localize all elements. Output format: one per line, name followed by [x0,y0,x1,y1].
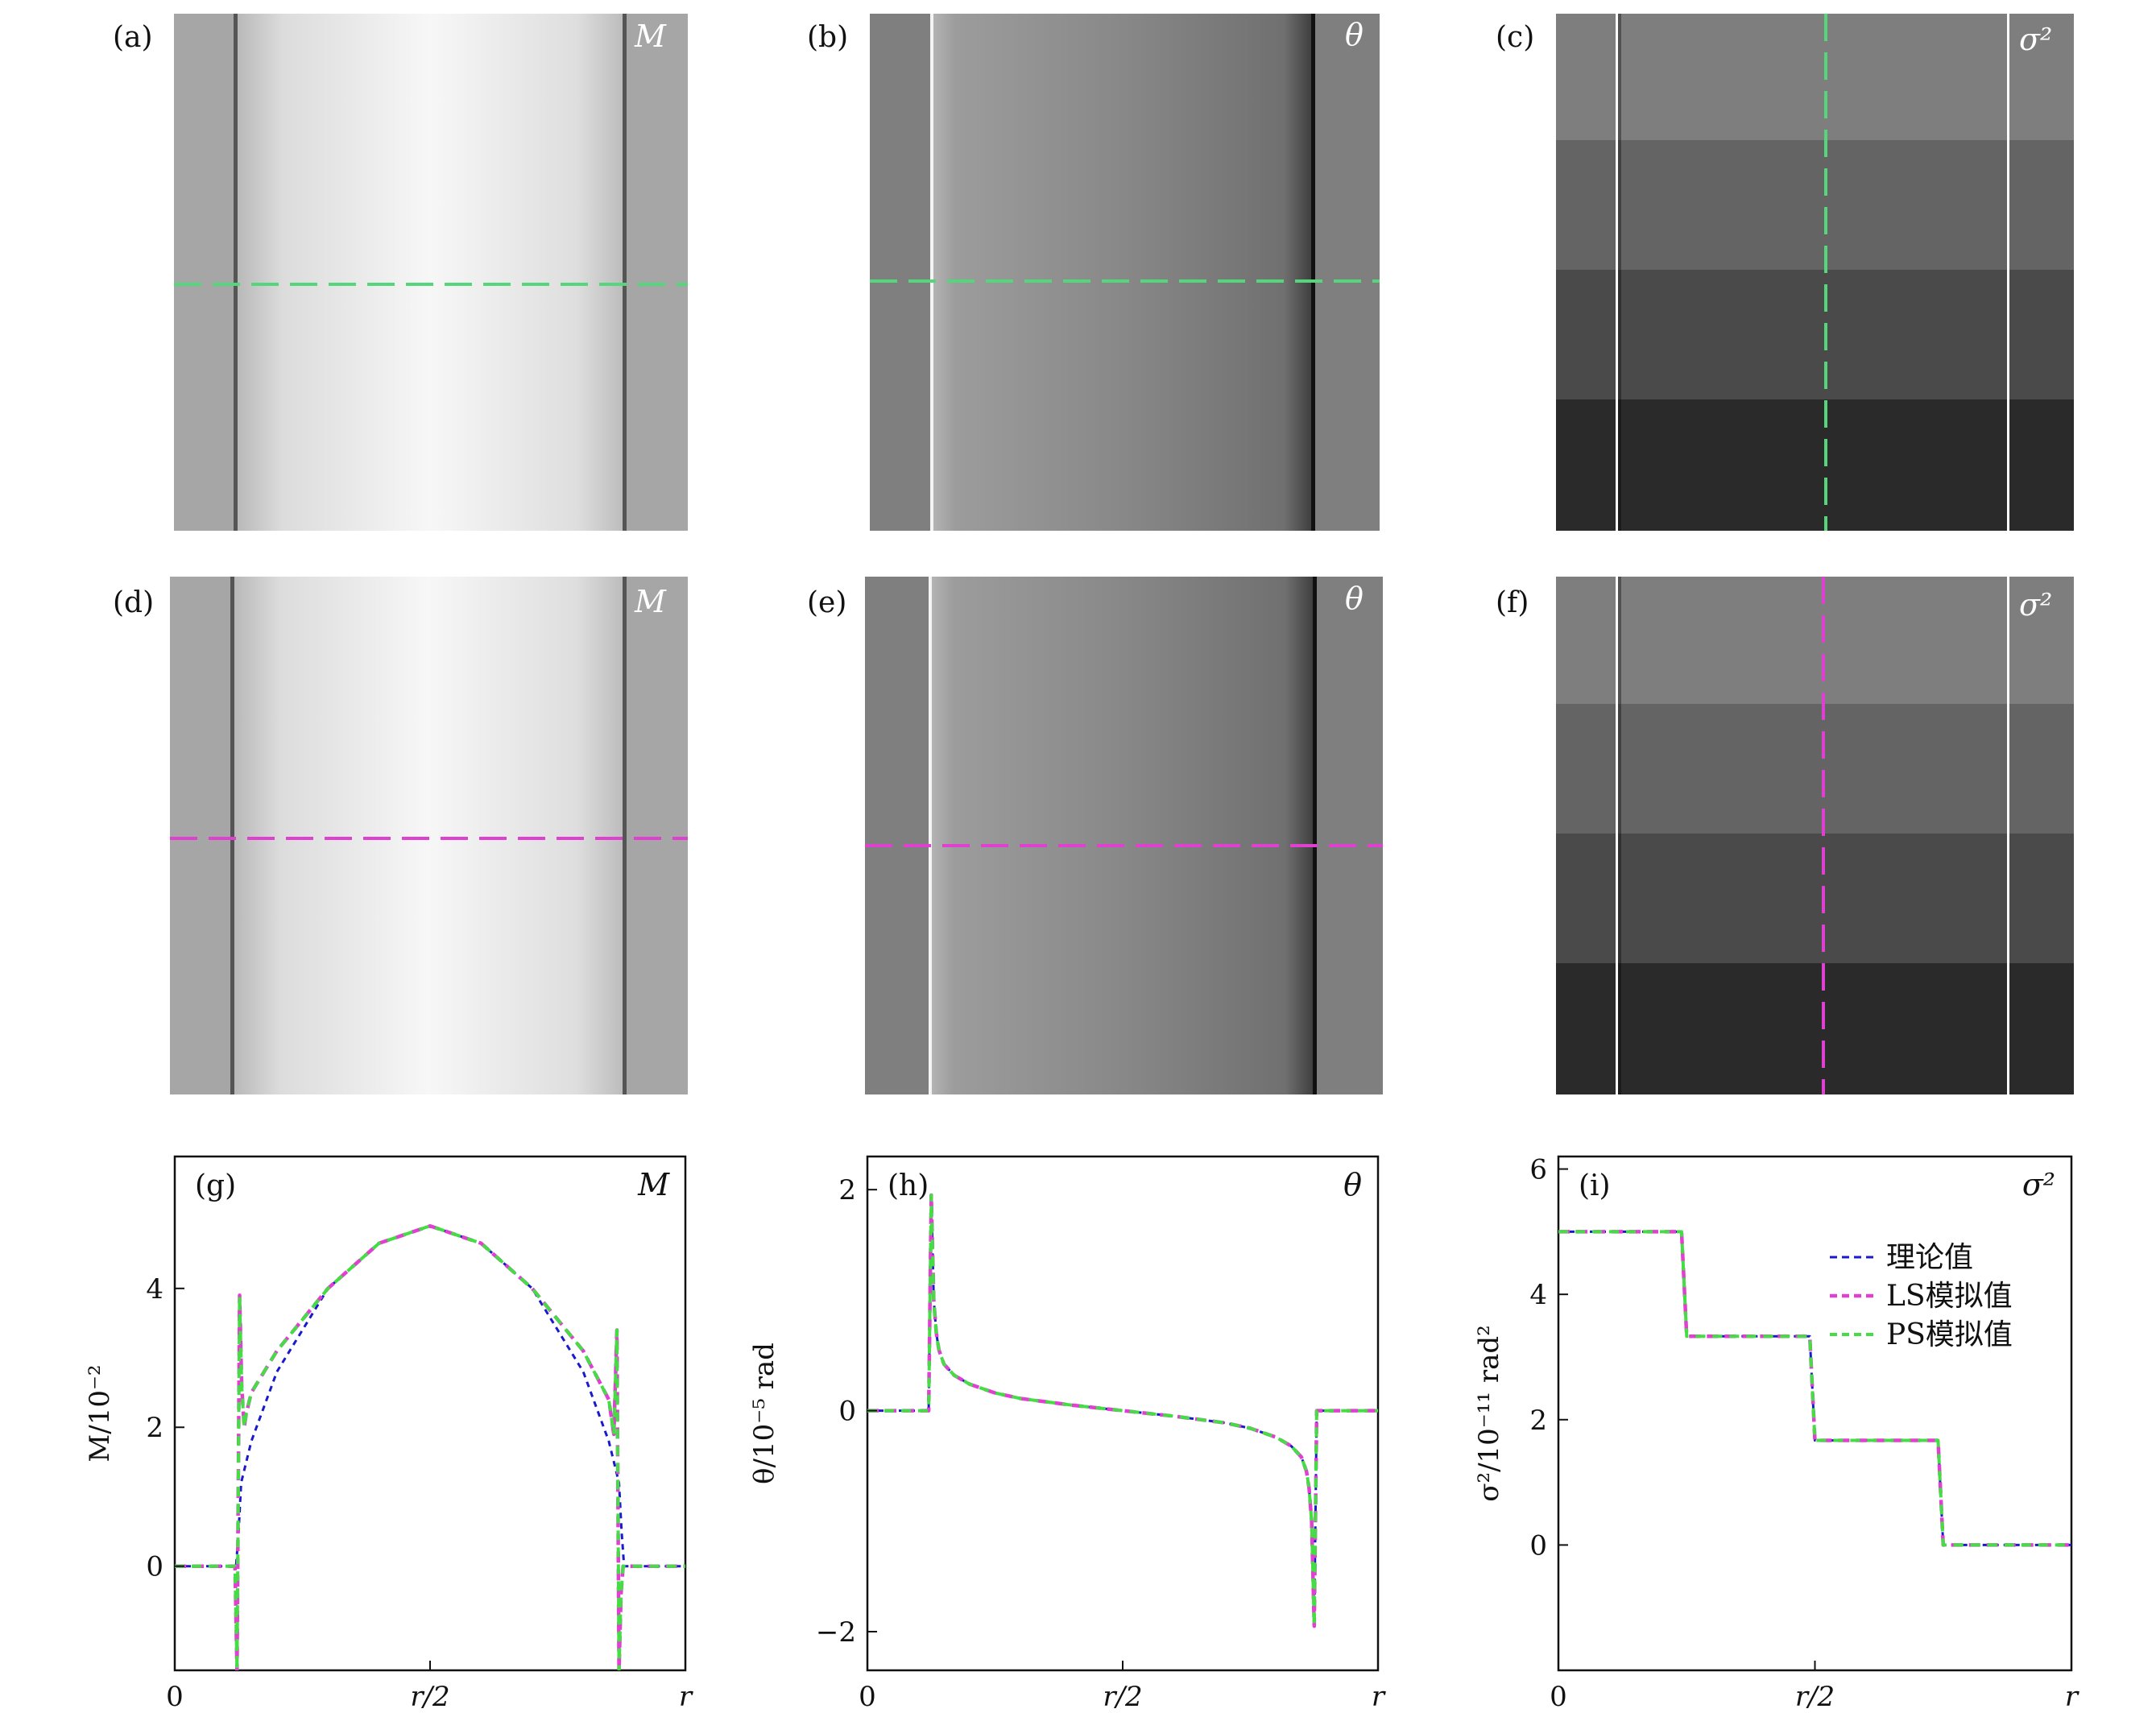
legend-label-ls: LS模拟值 [1886,1280,2013,1313]
panel-label-d: (d) [113,586,154,619]
x-tick-label: 0 [1550,1681,1567,1713]
quantity-label-f: σ² [2019,587,2052,623]
quantity-label-e: θ [1345,581,1364,616]
y-tick-label: −2 [816,1616,856,1649]
x-tick-label: 0 [166,1681,184,1713]
series-line-theory [867,1194,1378,1628]
x-tick-label: r [2065,1681,2079,1713]
x-tick-label: r/2 [1103,1681,1142,1713]
x-tick-label: r/2 [1795,1681,1835,1713]
quantity-label-d: M [634,584,667,619]
series-group [867,1193,1378,1628]
x-tick-label: 0 [859,1681,876,1713]
y-axis-label: σ²/10⁻¹¹ rad² [1473,1325,1505,1502]
panel-label-f: (f) [1496,586,1529,619]
y-tick-label: 4 [146,1273,163,1305]
y-axis-label: θ/10⁻⁵ rad [748,1343,780,1484]
series-line-ps [1558,1230,2071,1547]
corner-label: σ² [2022,1167,2055,1202]
x-tick-label: r [1372,1681,1386,1713]
panel-label-b: (b) [807,21,848,54]
y-tick-label: 4 [1529,1279,1547,1311]
image-panel-a: (a) M [113,14,688,531]
series-line-theory [1558,1230,2071,1546]
panel-label-a: (a) [113,21,153,54]
series-line-ls [1558,1230,2071,1547]
image-panel-f: (f) σ² [1496,577,2074,1094]
y-tick-label: 2 [146,1412,163,1444]
quantity-label-c: σ² [2019,22,2052,57]
legend: 理论值 LS模拟值 PS模拟值 [1830,1241,2013,1351]
plot-frame [866,1155,1380,1672]
chart-i: 0 r/2 r 0 2 4 6 σ²/10⁻¹¹ rad² (i) σ² 理论值 LS模拟值 PS模拟值 [1473,1154,2079,1713]
chart-g: 0 r/2 r 0 2 4 M/10⁻² (g) M [84,1155,693,1713]
y-tick-label: 0 [838,1396,856,1428]
plot-frame [173,1155,687,1672]
y-tick-label: 0 [146,1551,163,1583]
panel-label-e: (e) [807,586,846,619]
image-panel-c: (c) σ² [1496,14,2074,531]
series-line-ps [867,1194,1378,1628]
legend-label-theory: 理论值 [1886,1241,1973,1274]
quantity-label-b: θ [1345,17,1364,52]
panel-label-c: (c) [1496,21,1534,54]
y-tick-label: 0 [1529,1529,1547,1562]
panel-label: (h) [888,1169,929,1202]
x-tick-label: r/2 [410,1681,449,1713]
corner-label: M [637,1167,670,1202]
quantity-label-a: M [634,19,667,54]
image-panel-d: (d) M [113,577,688,1094]
y-axis-label: M/10⁻² [84,1364,116,1462]
corner-label: θ [1343,1167,1362,1202]
series-line-ls [867,1193,1378,1628]
series-line-ls [175,1223,685,1670]
series-group [1558,1230,2071,1547]
panel-label: (i) [1579,1169,1611,1202]
image-panel-e: (e) θ [807,577,1383,1094]
y-tick-label: 2 [1529,1405,1547,1437]
image-panel-b: (b) θ [807,14,1380,531]
y-tick-label: 2 [838,1174,856,1206]
legend-label-ps: PS模拟值 [1886,1318,2013,1351]
series-line-theory [175,1224,685,1568]
series-line-ps [175,1224,685,1670]
x-tick-label: r [679,1681,693,1713]
y-tick-label: 6 [1529,1154,1547,1186]
series-group [175,1223,685,1670]
panel-label: (g) [195,1169,236,1202]
